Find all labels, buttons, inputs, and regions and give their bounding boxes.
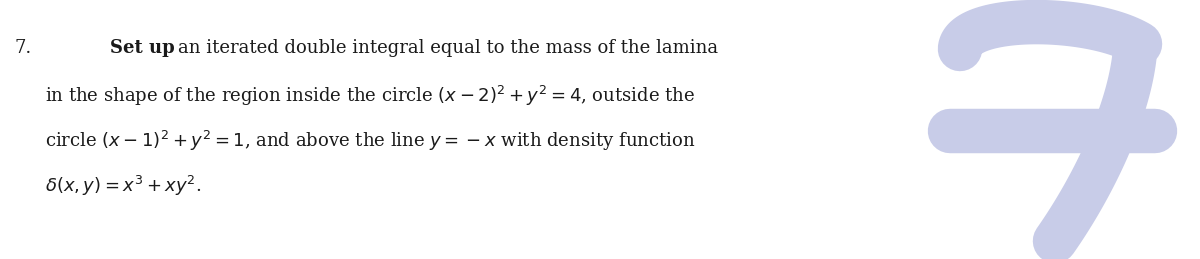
Text: Set up: Set up — [110, 39, 175, 57]
Text: 7.: 7. — [14, 39, 32, 57]
Text: in the shape of the region inside the circle $(x - 2)^2 + y^2 = 4$, outside the: in the shape of the region inside the ci… — [46, 84, 695, 108]
Text: $\delta(x, y) = x^3 + xy^2$.: $\delta(x, y) = x^3 + xy^2$. — [46, 174, 202, 198]
Text: circle $(x - 1)^2 + y^2 = 1$, and above the line $y = -x$ with density function: circle $(x - 1)^2 + y^2 = 1$, and above … — [46, 129, 695, 153]
Text: an iterated double integral equal to the mass of the lamina: an iterated double integral equal to the… — [178, 39, 718, 57]
